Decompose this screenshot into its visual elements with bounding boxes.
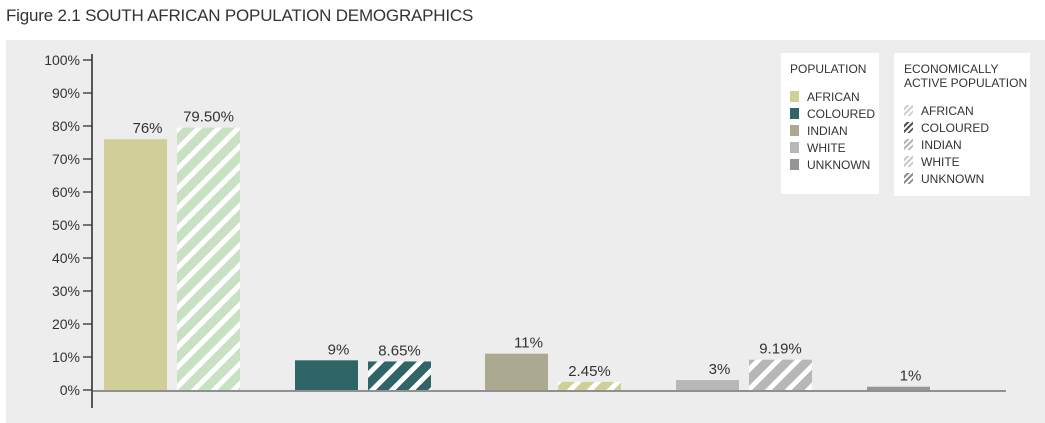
y-tick-label: 100% (44, 52, 80, 68)
population-label-indian: 11% (514, 335, 543, 352)
legend-active-item-white: WHITE (904, 153, 1030, 170)
legend-label: UNKNOWN (807, 157, 871, 172)
legend-label: AFRICAN (921, 103, 974, 118)
y-tick-label: 70% (52, 151, 80, 167)
legend-swatch (790, 159, 799, 170)
legend-active-items: AFRICAN COLOURED INDIAN WHITE UNKNOWN (904, 102, 1030, 187)
legend-active-item-african: AFRICAN (904, 102, 1030, 119)
legend-active-item-coloured: COLOURED (904, 119, 1030, 136)
legend-active-item-indian: INDIAN (904, 136, 1030, 153)
legend-active-title: ECONOMICALLY ACTIVE POPULATION (904, 62, 1028, 90)
y-tick-label: 30% (52, 283, 80, 299)
y-tick-label: 40% (52, 250, 80, 266)
legend-swatch (904, 122, 913, 133)
legend-label: WHITE (921, 154, 960, 169)
legend-swatch (904, 139, 913, 150)
y-tick-label: 0% (60, 382, 80, 398)
legend-swatch (790, 142, 799, 153)
active-population-label-coloured: 8.65% (378, 342, 421, 359)
population-label-white: 3% (709, 361, 731, 378)
legend-label: UNKNOWN (921, 171, 985, 186)
y-tick-label: 50% (52, 217, 80, 233)
population-label-unknown: 1% (900, 368, 922, 385)
population-bar-indian (485, 353, 548, 390)
active-population-label-african: 79.50% (183, 109, 234, 126)
y-tick-label: 20% (52, 316, 80, 332)
population-bar-unknown (867, 386, 930, 390)
population-bar-coloured (295, 360, 358, 390)
legend-population-title: POPULATION (790, 62, 867, 76)
legend-label: INDIAN (921, 137, 962, 152)
legend-swatch (790, 91, 799, 102)
legend-label: AFRICAN (807, 89, 860, 104)
legend-swatch (904, 173, 913, 184)
active-population-bar-african (177, 127, 240, 391)
population-bar-white (676, 380, 739, 390)
legend-active-population: ECONOMICALLY ACTIVE POPULATION AFRICAN CO… (894, 53, 1030, 196)
legend-label: COLOURED (921, 120, 990, 135)
active-population-label-indian: 2.45% (568, 363, 611, 380)
population-label-coloured: 9% (328, 341, 350, 358)
legend-population: POPULATION AFRICAN COLOURED INDIAN WHITE UNK… (781, 53, 879, 194)
legend-label: COLOURED (807, 106, 876, 121)
legend-label: INDIAN (807, 123, 848, 138)
legend-swatch (790, 125, 799, 136)
legend-population-item-unknown: UNKNOWN (790, 156, 879, 173)
legend-label: WHITE (807, 140, 846, 155)
active-population-bar-coloured (368, 361, 431, 390)
legend-active-item-unknown: UNKNOWN (904, 170, 1030, 187)
legend-population-item-indian: INDIAN (790, 122, 879, 139)
y-tick-label: 90% (52, 85, 80, 101)
legend-swatch (904, 105, 913, 116)
legend-swatch (904, 156, 913, 167)
active-population-bar-white (749, 359, 812, 390)
active-population-bar-indian (558, 381, 621, 390)
population-label-african: 76% (132, 120, 162, 137)
population-bar-african (104, 139, 167, 390)
figure-title: Figure 2.1 SOUTH AFRICAN POPULATION DEMO… (6, 6, 474, 25)
y-tick-label: 10% (52, 349, 80, 365)
legend-swatch (790, 108, 799, 119)
legend-population-items: AFRICAN COLOURED INDIAN WHITE UNKNOWN (790, 88, 879, 173)
y-tick-label: 80% (52, 118, 80, 134)
legend-population-item-african: AFRICAN (790, 88, 879, 105)
active-population-label-white: 9.19% (759, 341, 802, 358)
legend-population-item-coloured: COLOURED (790, 105, 879, 122)
legend-population-item-white: WHITE (790, 139, 879, 156)
y-tick-label: 60% (52, 184, 80, 200)
chart-panel: 0% 10% 20% 30% 40% 50% 60% 70% 80% 90% 100% 76% 79.5… (6, 40, 1045, 423)
bar-chart: 0% 10% 20% 30% 40% 50% 60% 70% 80% 90% 100% 76% 79.5… (44, 52, 1006, 408)
